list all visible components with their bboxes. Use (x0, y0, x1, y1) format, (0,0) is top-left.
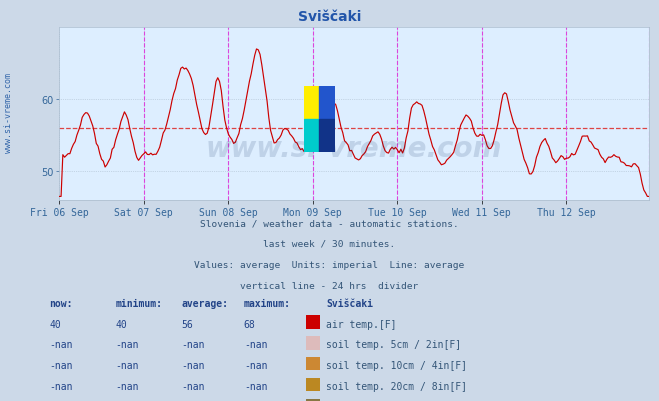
Text: -nan: -nan (115, 340, 139, 350)
Text: -nan: -nan (49, 360, 73, 371)
Text: Values: average  Units: imperial  Line: average: Values: average Units: imperial Line: av… (194, 260, 465, 269)
Text: average:: average: (181, 298, 228, 308)
Text: 40: 40 (49, 319, 61, 329)
Text: now:: now: (49, 298, 73, 308)
Text: -nan: -nan (115, 381, 139, 391)
Text: 68: 68 (244, 319, 256, 329)
Text: 40: 40 (115, 319, 127, 329)
Text: last week / 30 minutes.: last week / 30 minutes. (264, 239, 395, 248)
Text: www.si-vreme.com: www.si-vreme.com (4, 72, 13, 152)
Bar (304, 119, 320, 152)
Text: -nan: -nan (181, 381, 205, 391)
Text: -nan: -nan (115, 360, 139, 371)
Text: -nan: -nan (244, 340, 268, 350)
Text: www.si-vreme.com: www.si-vreme.com (206, 135, 502, 163)
Text: -nan: -nan (181, 340, 205, 350)
Bar (320, 87, 335, 119)
Bar (304, 87, 320, 119)
Text: vertical line - 24 hrs  divider: vertical line - 24 hrs divider (241, 281, 418, 290)
Text: minimum:: minimum: (115, 298, 162, 308)
Text: soil temp. 5cm / 2in[F]: soil temp. 5cm / 2in[F] (326, 340, 461, 350)
Text: maximum:: maximum: (244, 298, 291, 308)
Text: -nan: -nan (244, 360, 268, 371)
Bar (320, 119, 335, 152)
Text: -nan: -nan (49, 381, 73, 391)
Text: air temp.[F]: air temp.[F] (326, 319, 397, 329)
Text: Sviščaki: Sviščaki (326, 298, 373, 308)
Text: -nan: -nan (181, 360, 205, 371)
Text: 56: 56 (181, 319, 193, 329)
Text: soil temp. 20cm / 8in[F]: soil temp. 20cm / 8in[F] (326, 381, 467, 391)
Text: soil temp. 10cm / 4in[F]: soil temp. 10cm / 4in[F] (326, 360, 467, 371)
Text: -nan: -nan (244, 381, 268, 391)
Text: Slovenia / weather data - automatic stations.: Slovenia / weather data - automatic stat… (200, 219, 459, 227)
Text: Sviščaki: Sviščaki (298, 10, 361, 24)
Text: -nan: -nan (49, 340, 73, 350)
